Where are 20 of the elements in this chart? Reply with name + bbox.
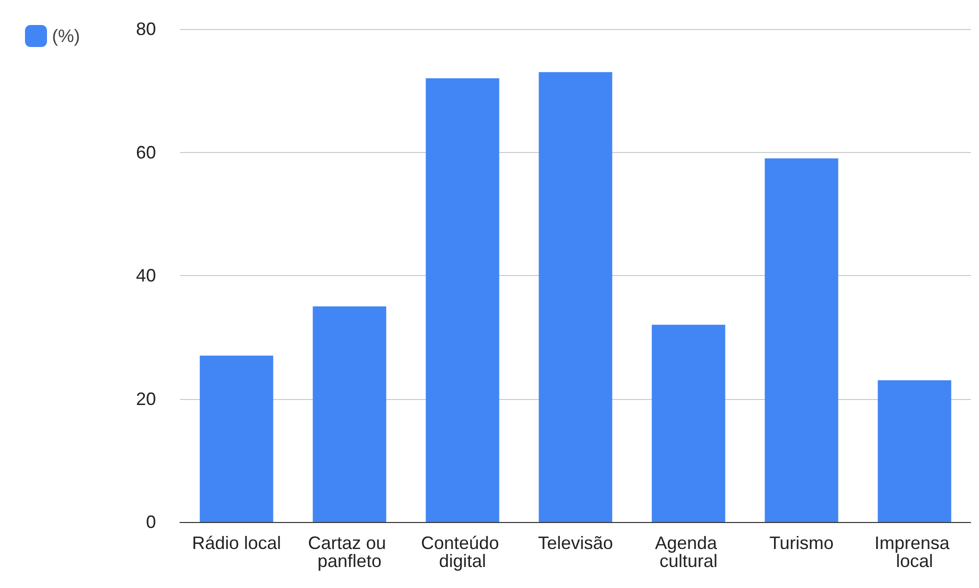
bar (312, 306, 386, 522)
x-tick-label: Cartaz ou panfleto (308, 533, 392, 571)
bar (652, 324, 726, 522)
y-tick-label: 20 (136, 388, 156, 409)
bar (200, 356, 274, 522)
bar (878, 380, 952, 522)
legend-label: (%) (52, 26, 80, 46)
x-tick-label: Televisão (538, 533, 614, 553)
bar (538, 72, 612, 522)
y-tick-label: 60 (136, 142, 156, 162)
bar (426, 78, 500, 522)
y-tick-label: 80 (136, 19, 156, 39)
x-tick-label: Agenda cultural (654, 533, 722, 571)
x-tick-label: Turismo (769, 533, 834, 553)
x-tick-label: Rádio local (192, 533, 282, 553)
y-tick-label: 0 (146, 512, 156, 532)
bar (764, 158, 838, 522)
y-tick-label: 40 (136, 266, 156, 286)
x-tick-label: Conteúdo digital (420, 533, 504, 571)
x-tick-label: Imprensa local (874, 533, 955, 571)
